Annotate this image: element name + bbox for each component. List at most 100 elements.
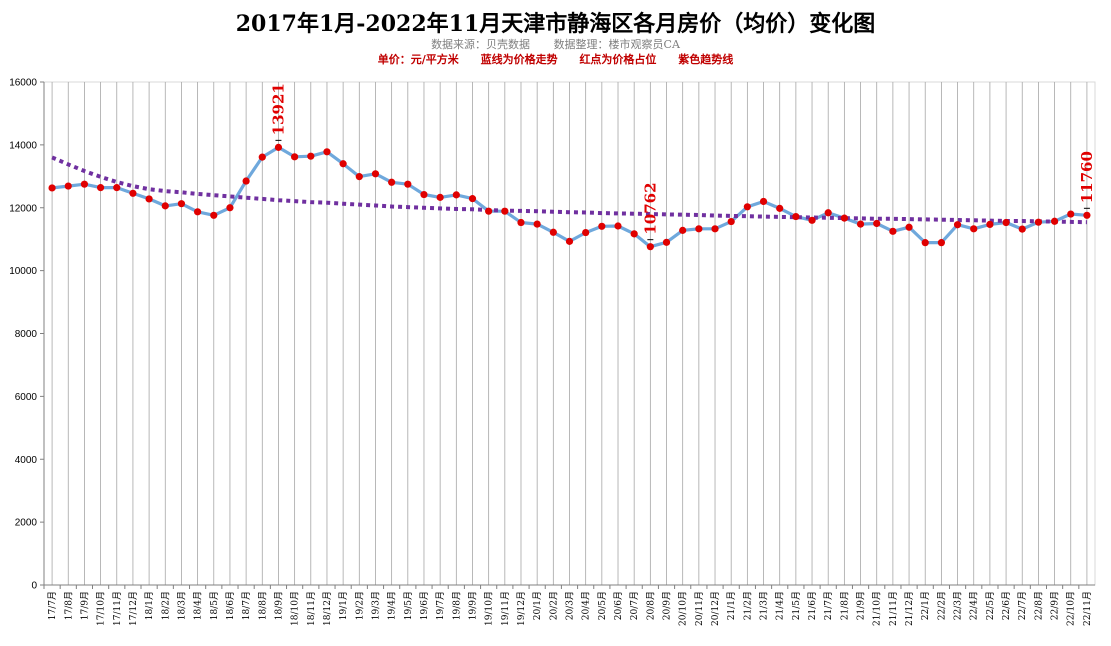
price-point — [339, 160, 347, 168]
price-point — [937, 239, 945, 247]
x-tick-label: 20/7月 — [629, 591, 640, 620]
x-tick-label: 18/9月 — [273, 591, 284, 620]
price-point — [113, 184, 121, 192]
price-point — [711, 225, 719, 233]
x-tick-label: 21/9月 — [856, 591, 867, 620]
price-point — [824, 209, 832, 217]
price-point — [1083, 211, 1091, 219]
price-point — [1034, 218, 1043, 226]
x-tick-label: 22/1月 — [920, 591, 931, 620]
x-tick-label: 17/12月 — [128, 591, 139, 626]
red-dot-note: 红点为价格占位 — [579, 53, 657, 66]
x-tick-label: 22/5月 — [985, 591, 996, 620]
purple-trend-note: 紫色趋势线 — [678, 53, 734, 66]
price-point — [274, 143, 283, 151]
price-point — [177, 200, 186, 208]
y-tick-label: 2000 — [15, 518, 38, 529]
x-tick-label: 22/4月 — [969, 591, 980, 620]
price-point — [80, 180, 89, 188]
x-tick-label: 18/10月 — [290, 591, 301, 626]
price-point — [856, 220, 865, 228]
price-point — [517, 218, 525, 227]
data-label: 11760 — [1078, 151, 1096, 203]
price-point — [630, 230, 638, 238]
x-tick-label: 22/7月 — [1017, 591, 1028, 620]
price-point — [792, 212, 800, 221]
price-point — [662, 238, 671, 246]
x-tick-label: 22/3月 — [953, 591, 964, 620]
x-tick-label: 18/12月 — [322, 591, 333, 626]
price-point — [388, 178, 396, 186]
x-tick-label: 19/11月 — [500, 591, 511, 626]
x-tick-label: 19/2月 — [354, 591, 365, 620]
x-tick-label: 19/5月 — [403, 591, 414, 620]
x-tick-label: 17/7月 — [47, 591, 58, 620]
x-tick-label: 17/11月 — [112, 591, 123, 626]
x-tick-label: 20/2月 — [548, 591, 559, 620]
x-tick-label: 17/10月 — [96, 591, 107, 626]
x-tick-label: 18/3月 — [176, 591, 187, 620]
blue-line-note: 蓝线为价格走势 — [480, 53, 558, 66]
price-point — [145, 195, 153, 203]
x-tick-label: 18/2月 — [160, 591, 171, 620]
x-tick-label: 20/12月 — [710, 591, 721, 626]
price-point — [258, 153, 266, 161]
trend-line — [51, 155, 1087, 225]
x-tick-label: 22/11月 — [1082, 591, 1093, 626]
chart-legend-note: 单价：元/平方米 蓝线为价格走势 红点为价格占位 紫色趋势线 — [0, 51, 1111, 67]
x-tick-label: 19/4月 — [387, 591, 398, 620]
price-point — [129, 189, 137, 197]
x-tick-label: 22/2月 — [936, 591, 947, 620]
price-point — [889, 227, 897, 235]
y-tick-label: 6000 — [15, 392, 38, 403]
y-tick-label: 4000 — [15, 455, 38, 466]
price-point — [679, 226, 687, 234]
price-point — [404, 180, 412, 188]
x-tick-label: 22/6月 — [1001, 591, 1012, 620]
x-tick-label: 21/1月 — [726, 591, 737, 620]
x-tick-label: 21/6月 — [807, 591, 818, 620]
price-point — [565, 237, 574, 245]
price-point — [921, 239, 929, 247]
price-point — [695, 225, 703, 233]
price-point — [1002, 218, 1010, 227]
x-tick-label: 20/9月 — [662, 591, 673, 620]
data-compiler-text: 数据整理：楼市观察员CA — [553, 38, 680, 51]
price-point — [194, 208, 202, 216]
price-point — [226, 204, 234, 212]
price-point — [307, 152, 315, 160]
x-tick-label: 19/9月 — [467, 591, 478, 620]
unit-note: 单价：元/平方米 — [377, 53, 459, 66]
x-tick-label: 21/3月 — [759, 591, 770, 620]
y-tick-label: 14000 — [9, 140, 37, 151]
x-tick-label: 22/10月 — [1066, 591, 1077, 626]
price-point — [549, 228, 557, 236]
x-tick-label: 21/10月 — [872, 591, 883, 626]
x-tick-label: 20/4月 — [581, 591, 592, 620]
y-tick-label: 8000 — [15, 329, 38, 340]
price-point — [759, 197, 768, 206]
x-tick-label: 21/11月 — [888, 591, 899, 626]
data-label: 10762 — [641, 182, 659, 234]
x-tick-label: 20/1月 — [532, 591, 543, 620]
data-label: 13921 — [269, 83, 287, 135]
data-source-text: 数据来源：贝壳数据 — [431, 38, 531, 51]
price-point — [452, 191, 460, 199]
x-tick-label: 20/10月 — [678, 591, 689, 626]
x-tick-label: 20/3月 — [565, 591, 576, 620]
x-tick-label: 18/4月 — [193, 591, 204, 620]
x-tick-label: 18/7月 — [241, 591, 252, 620]
price-point — [873, 219, 881, 228]
x-tick-label: 18/11月 — [306, 591, 317, 626]
x-tick-label: 19/6月 — [419, 591, 430, 620]
price-point — [420, 190, 428, 199]
price-point — [1050, 217, 1059, 225]
x-tick-label: 19/7月 — [435, 591, 446, 620]
price-point — [727, 217, 735, 226]
price-point — [355, 173, 363, 181]
y-tick-label: 12000 — [9, 203, 37, 214]
price-point — [743, 203, 751, 211]
price-point — [323, 148, 331, 156]
x-tick-label: 17/8月 — [63, 591, 74, 620]
